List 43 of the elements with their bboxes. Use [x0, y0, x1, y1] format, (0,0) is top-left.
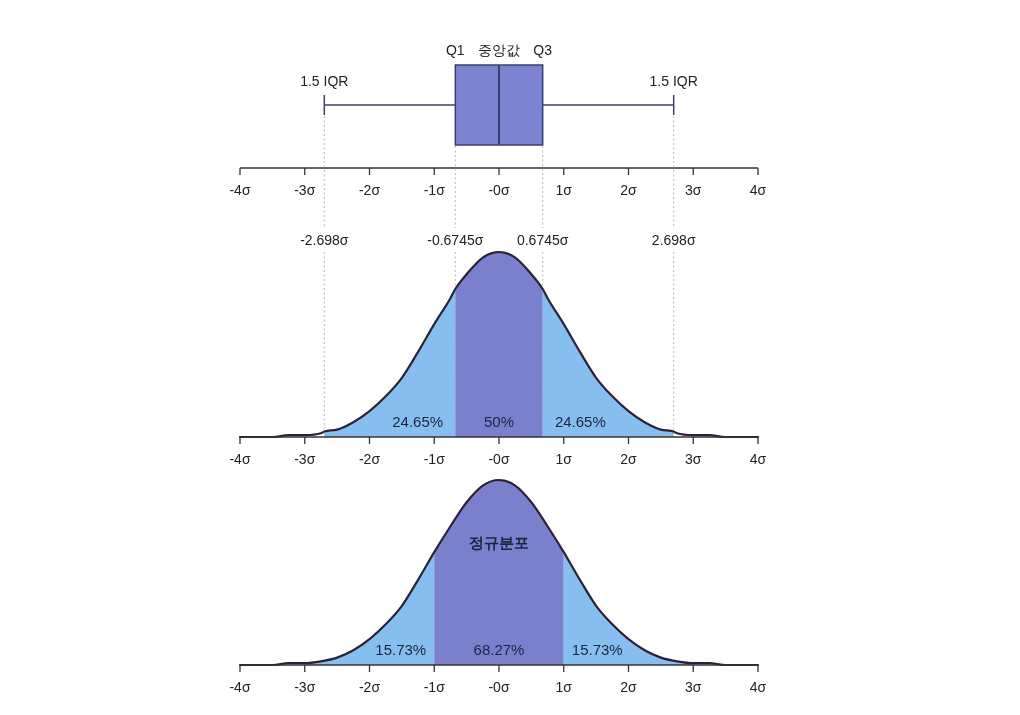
tick-label: -3σ [294, 451, 316, 467]
title: 정규분포 [469, 534, 529, 552]
tick-label: -0σ [488, 679, 510, 695]
tick-label: -2σ [358, 679, 381, 695]
annotation: 15.73% [571, 640, 623, 658]
annotation: Q1 [446, 42, 465, 58]
tick-label: -2σ [358, 451, 381, 467]
tick-label: -0σ [488, 451, 510, 467]
annotation: 68.27% [473, 640, 525, 658]
tick-label: 2σ [620, 182, 637, 198]
tick-label: -0σ [488, 182, 510, 198]
annotation: 24.65% [554, 412, 606, 430]
tick-label: 2σ [620, 679, 637, 695]
tick-label: 3σ [685, 451, 702, 467]
tick-label: -4σ [229, 451, 251, 467]
tick-label: 1σ [555, 451, 572, 467]
tick-label: -2σ [358, 182, 381, 198]
tick-label: 1σ [555, 679, 572, 695]
annotation: 50% [484, 412, 514, 430]
ref-label: 0.6745σ [516, 232, 569, 248]
tick-label: 1σ [555, 182, 572, 198]
tick-label: 2σ [620, 451, 637, 467]
tick-label: -3σ [294, 182, 316, 198]
tick-label: 3σ [685, 182, 702, 198]
tick-label: -1σ [423, 679, 445, 695]
annotation: Q3 [533, 42, 552, 58]
ref-label: -0.6745σ [427, 232, 484, 248]
annotation: 1.5 IQR [649, 73, 698, 89]
annotation: 15.73% [375, 640, 427, 658]
tick-label: 4σ [749, 451, 767, 467]
ref-label: -2.698σ [300, 232, 349, 248]
annotation: 중앙값 [478, 42, 520, 58]
tick-label: 4σ [749, 679, 767, 695]
tick-label: -4σ [229, 679, 251, 695]
annotation: 24.65% [392, 412, 444, 430]
tick-label: 4σ [749, 182, 767, 198]
tick-label: -4σ [229, 182, 251, 198]
ref-label: 2.698σ [651, 232, 696, 248]
tick-label: -3σ [294, 679, 316, 695]
tick-label: 3σ [685, 679, 702, 695]
tick-label: -1σ [423, 182, 445, 198]
annotation: 1.5 IQR [300, 73, 349, 89]
tick-label: -1σ [423, 451, 445, 467]
